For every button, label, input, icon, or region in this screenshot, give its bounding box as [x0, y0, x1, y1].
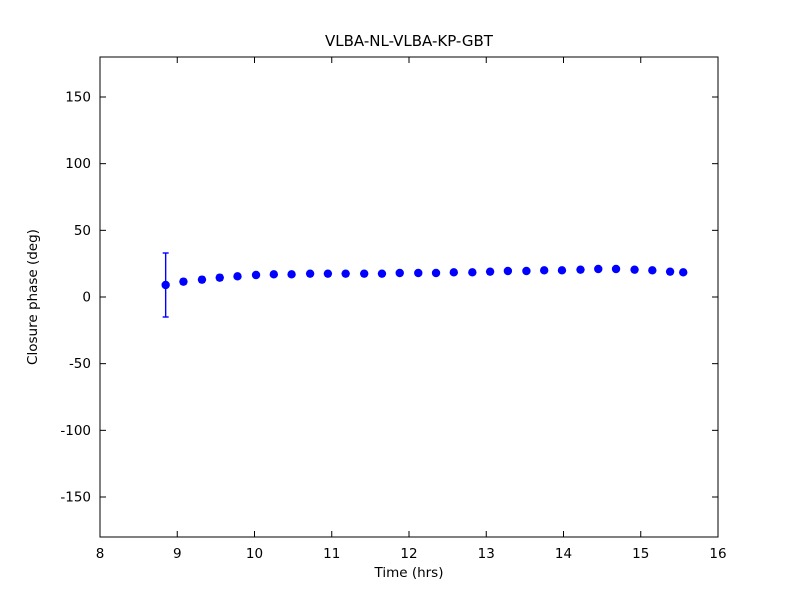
data-point: [630, 265, 639, 274]
data-point: [503, 266, 513, 276]
data-point: [323, 269, 333, 278]
data-point: [431, 268, 441, 278]
data-point: [485, 267, 495, 276]
data-point: [679, 268, 688, 277]
axis-title-x: Time (hrs): [373, 565, 443, 581]
y-tick-label: 0: [82, 290, 91, 306]
x-tick-label: 15: [632, 546, 649, 562]
data-point: [215, 273, 224, 282]
y-tick-label: 100: [65, 156, 91, 172]
x-tick-label: 9: [173, 546, 182, 562]
data-point: [557, 266, 567, 275]
data-point: [594, 264, 603, 274]
x-tick-label: 11: [323, 546, 340, 562]
x-tick-label: 16: [709, 546, 726, 562]
data-point: [576, 265, 585, 274]
chart-title: VLBA-NL-VLBA-KP-GBT: [325, 32, 494, 50]
data-point: [539, 266, 549, 275]
x-tick-label: 10: [246, 546, 263, 562]
data-point: [161, 280, 170, 290]
data-point: [665, 267, 675, 276]
data-point: [648, 266, 657, 275]
data-point: [377, 269, 387, 278]
data-point: [414, 268, 423, 278]
data-point: [305, 269, 315, 278]
data-point: [468, 268, 477, 277]
y-tick-label: 50: [74, 223, 91, 239]
y-tick-label: 150: [65, 90, 91, 106]
data-point: [395, 268, 404, 278]
y-tick-label: -150: [60, 490, 91, 506]
data-point: [341, 269, 350, 278]
x-tick-label: 12: [400, 546, 417, 562]
data-point: [233, 272, 242, 281]
y-tick-label: -50: [69, 356, 91, 372]
axis-frame: [99, 56, 719, 538]
x-tick-label: 14: [555, 546, 572, 562]
data-point: [611, 264, 621, 274]
data-point: [359, 269, 369, 278]
axis-title-y: Closure phase (deg): [25, 229, 41, 365]
y-tick-label: -100: [60, 423, 91, 439]
data-point: [522, 266, 531, 276]
data-point: [251, 270, 261, 280]
data-point: [179, 277, 188, 286]
x-tick-label: 13: [478, 546, 495, 562]
data-point: [449, 268, 459, 277]
x-tick-label: 8: [96, 546, 105, 562]
data-point: [197, 275, 207, 284]
data-point: [269, 270, 279, 279]
data-point: [287, 270, 296, 279]
